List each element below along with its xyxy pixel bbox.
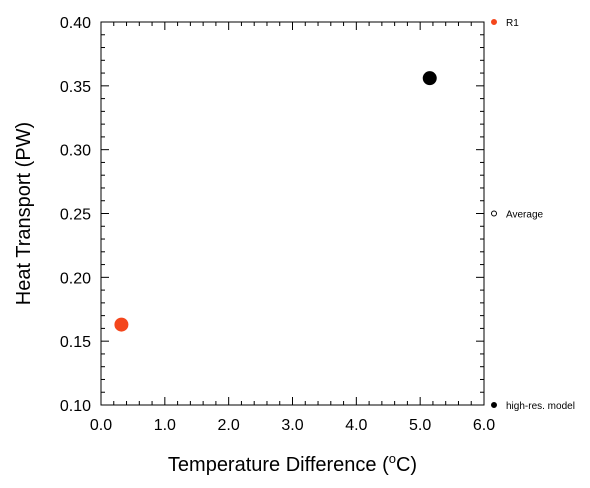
y-tick-label: 0.15 [60, 334, 91, 351]
plot-frame [100, 21, 485, 406]
legend-label: Average [506, 210, 544, 221]
legend-marker [491, 402, 497, 408]
x-tick-label: 5.0 [409, 417, 431, 434]
legend-label: R1 [506, 18, 519, 29]
legend-marker [491, 19, 497, 25]
legend-label: high-res. model [506, 401, 575, 412]
data-point [114, 317, 129, 332]
y-tick-label: 0.30 [60, 143, 91, 160]
x-tick-label: 6.0 [473, 417, 495, 434]
y-tick-label: 0.40 [60, 15, 91, 32]
x-axis-label: Temperature Difference (oC) [168, 451, 417, 476]
x-tick-label: 0.0 [90, 417, 112, 434]
data-point [422, 71, 437, 86]
x-tick-label: 1.0 [154, 417, 176, 434]
y-axis-label: Heat Transport (PW) [13, 122, 35, 305]
y-tick-label: 0.20 [60, 270, 91, 287]
x-tick-label: 2.0 [218, 417, 240, 434]
legend-marker [491, 210, 497, 217]
y-tick-label: 0.35 [60, 79, 91, 96]
x-tick-label: 3.0 [281, 417, 303, 434]
y-tick-label: 0.10 [60, 398, 91, 415]
y-tick-label: 0.25 [60, 207, 91, 224]
x-tick-label: 4.0 [345, 417, 367, 434]
